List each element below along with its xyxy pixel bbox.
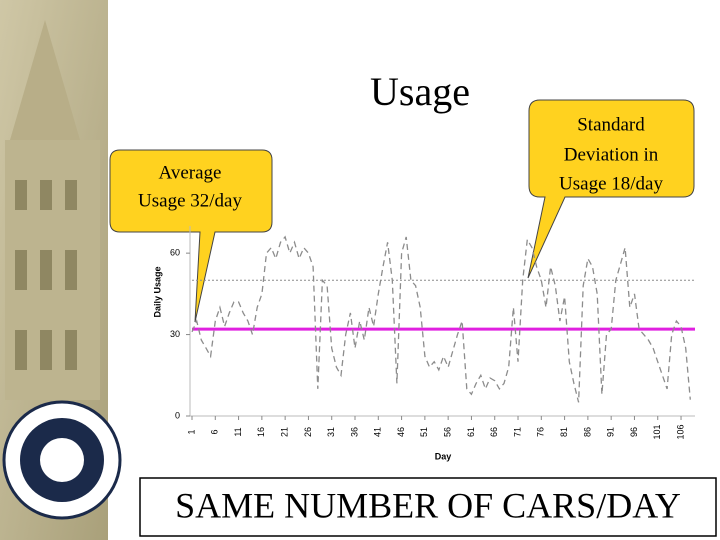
x-tick-label: 66 [489, 427, 499, 437]
x-tick-label: 11 [233, 427, 243, 436]
y-tick-label: 30 [170, 329, 180, 339]
x-tick-label: 106 [675, 424, 685, 439]
x-tick-label: 46 [396, 427, 406, 437]
callout-text: Average [159, 162, 222, 183]
x-axis-label: Day [435, 451, 452, 461]
x-tick-label: 26 [303, 427, 313, 437]
callout-bubble [109, 149, 273, 323]
y-axis-label: Daily Usage [152, 266, 162, 317]
windows [15, 180, 77, 370]
x-tick-label: 41 [373, 427, 383, 437]
x-tick-label: 61 [466, 427, 476, 437]
slide-title: Usage [370, 69, 470, 114]
y-tick-label: 0 [175, 410, 180, 420]
x-tick-label: 21 [280, 427, 290, 437]
x-tick-label: 91 [606, 427, 616, 437]
x-tick-label: 16 [256, 427, 266, 437]
x-tick-label: 31 [326, 427, 336, 437]
x-tick-label: 96 [629, 427, 639, 437]
x-tick-label: 36 [349, 427, 359, 437]
data-line [191, 235, 691, 403]
x-tick-label: 71 [512, 427, 522, 437]
seal-emblem [40, 438, 84, 482]
footer-text: SAME NUMBER OF CARS/DAY [175, 485, 681, 525]
callout-bubble [527, 99, 695, 279]
x-tick-label: 6 [210, 429, 220, 434]
x-tick-label: 56 [443, 427, 453, 437]
x-tick-label: 1 [186, 429, 196, 434]
x-tick-label: 76 [536, 427, 546, 437]
footer-box [139, 477, 717, 537]
tower [10, 20, 80, 140]
x-tick-label: 51 [419, 427, 429, 437]
x-tick-label: 81 [559, 427, 569, 437]
x-tick-label: 86 [582, 427, 592, 437]
x-tick-label: 101 [652, 424, 662, 439]
y-tick-label: 60 [170, 248, 180, 258]
callout-text: Standard [577, 114, 645, 135]
callout-text: Usage 32/day [138, 190, 242, 211]
callout-text: Usage 18/day [559, 173, 663, 194]
callout-text: Deviation in [564, 144, 659, 165]
